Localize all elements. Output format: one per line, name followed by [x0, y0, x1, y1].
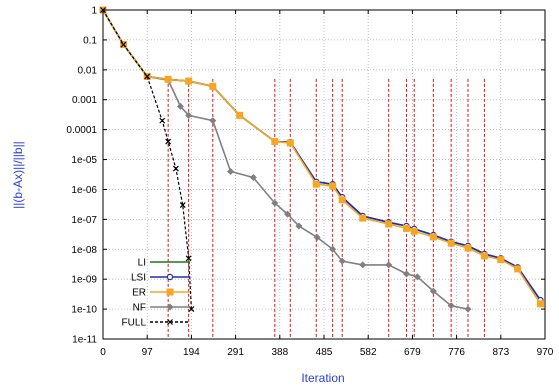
point-nf — [429, 287, 437, 295]
y-tick-label: 1 — [91, 6, 97, 17]
point-er — [185, 77, 193, 85]
x-tick-label: 291 — [227, 347, 244, 358]
legend-marker-lsi — [166, 273, 174, 281]
point-er — [164, 75, 172, 83]
point-er — [447, 239, 455, 247]
plot-frame — [102, 9, 546, 340]
y-axis-label: ||(b-Ax)||/||b|| — [11, 141, 25, 209]
point-full — [165, 138, 172, 145]
point-nf — [385, 261, 393, 269]
point-nf — [295, 222, 303, 230]
x-tick-label: 485 — [316, 347, 333, 358]
series-line-nf — [102, 9, 469, 310]
point-er — [514, 265, 522, 273]
y-tick-label: 1e-11 — [72, 335, 97, 346]
x-tick-label: 873 — [492, 347, 509, 358]
y-tick-label: 1e-08 — [71, 245, 97, 256]
reference-lines — [167, 78, 485, 339]
point-nf — [464, 305, 472, 313]
x-tick-label: 97 — [142, 347, 154, 358]
x-axis-label: Iteration — [301, 371, 344, 385]
point-er — [209, 82, 217, 90]
point-nf — [413, 273, 421, 281]
legend-label-lsi: LSI — [131, 273, 146, 284]
x-tick-label: 0 — [100, 347, 106, 358]
x-tick-label: 194 — [183, 347, 200, 358]
point-er — [385, 220, 393, 228]
legend-label-full: FULL — [122, 318, 147, 329]
legend-marker-nf — [166, 303, 174, 311]
point-nf — [359, 261, 367, 269]
point-full — [144, 73, 151, 80]
point-er — [338, 196, 346, 204]
x-tick-label: 776 — [448, 347, 465, 358]
series-lsi — [99, 6, 544, 304]
point-full — [159, 117, 166, 124]
legend-marker-er — [166, 288, 174, 296]
point-nf — [249, 174, 257, 182]
point-nf — [176, 102, 184, 110]
x-tick-label: 582 — [360, 347, 377, 358]
y-tick-label: 1e-09 — [71, 275, 97, 286]
y-tick-label: 1e-06 — [71, 185, 97, 196]
point-er — [464, 244, 472, 252]
point-nf — [338, 257, 346, 265]
y-tick-label: 0.1 — [83, 35, 97, 46]
point-er — [536, 300, 544, 308]
point-nf — [227, 167, 235, 175]
point-er — [329, 182, 337, 190]
legend-label-li: LI — [138, 258, 146, 269]
point-full — [172, 165, 179, 172]
legend-marker-full — [167, 319, 173, 325]
point-nf — [402, 270, 410, 278]
tick-labels: 0 97 194 291 388 485 582 679 776 873 970 1 0.1 0.01 0.… — [66, 6, 553, 359]
point-er — [429, 233, 437, 241]
point-er — [410, 227, 418, 235]
y-tick-label: 1e-07 — [71, 215, 97, 226]
point-er — [497, 256, 505, 264]
legend-label-nf: NF — [133, 303, 146, 314]
legend: LI LSI ER NF FULL — [122, 258, 190, 329]
axes — [102, 9, 546, 340]
point-nf — [329, 245, 337, 253]
point-full — [185, 255, 192, 262]
point-er — [359, 214, 367, 222]
point-er — [271, 138, 279, 146]
point-nf — [185, 111, 193, 119]
point-er — [286, 139, 294, 147]
point-nf — [447, 302, 455, 310]
y-tick-label: 0.01 — [78, 65, 98, 76]
point-er — [402, 224, 410, 232]
x-tick-label: 388 — [271, 347, 288, 358]
point-full — [179, 202, 186, 209]
point-nf — [313, 233, 321, 241]
y-tick-label: 1e-10 — [71, 305, 97, 316]
point-full — [120, 41, 127, 48]
point-nf — [271, 199, 279, 207]
point-er — [480, 252, 488, 260]
y-tick-label: 0.001 — [72, 95, 97, 106]
point-er — [236, 111, 244, 119]
legend-label-er: ER — [132, 288, 146, 299]
point-er — [312, 180, 320, 188]
y-tick-label: 1e-05 — [71, 155, 97, 166]
y-tick-label: 0.0001 — [66, 125, 97, 136]
x-tick-label: 679 — [404, 347, 421, 358]
x-tick-label: 970 — [537, 347, 554, 358]
point-nf — [284, 210, 292, 218]
series-nf — [99, 6, 472, 313]
point-nf — [209, 117, 217, 125]
